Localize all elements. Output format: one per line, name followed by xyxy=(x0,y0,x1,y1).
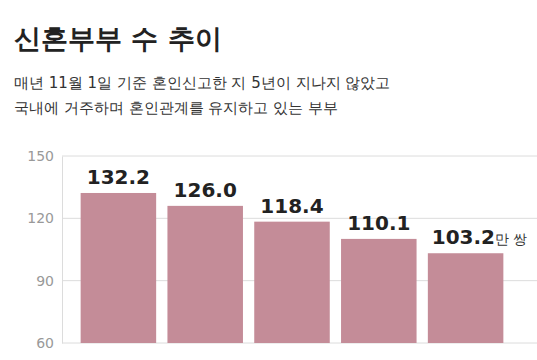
data-label-group: 103.2만 쌍 xyxy=(432,225,528,249)
data-label-group: 118.4 xyxy=(260,194,323,218)
data-label-group: 110.1 xyxy=(347,211,410,235)
axis-line xyxy=(62,157,63,344)
tick: 120 xyxy=(27,210,62,226)
tick-label: 60 xyxy=(36,335,54,351)
tick-label: 150 xyxy=(27,148,54,164)
data-label-group: 126.0 xyxy=(174,178,237,202)
data-label: 118.4 xyxy=(260,194,323,218)
subtitle: 국내에 거주하며 혼인관계를 유지하고 있는 부부 xyxy=(14,99,338,117)
title: 신혼부부 수 추이 xyxy=(14,23,222,54)
bars xyxy=(81,193,504,343)
chart: 신혼부부 수 추이매년 11월 1일 기준 혼인신고한 지 5년이 지나지 않았… xyxy=(0,0,537,360)
data-label-group: 132.2 xyxy=(87,165,150,189)
tick: 60 xyxy=(36,335,62,351)
unit: 만 쌍 xyxy=(495,231,527,247)
bar xyxy=(81,193,157,343)
y-axis: 60 90 120 150 xyxy=(27,148,62,351)
data-label: 110.1 xyxy=(347,211,410,235)
tick-label: 90 xyxy=(36,273,54,289)
tick: 150 xyxy=(27,148,62,164)
bar xyxy=(341,239,417,343)
tick: 90 xyxy=(36,273,62,289)
bar xyxy=(167,206,243,343)
data-label: 132.2 xyxy=(87,165,150,189)
bar xyxy=(428,253,504,343)
bar xyxy=(254,222,330,343)
data-labels: 132.2 126.0 118.4 110.1 103.2만 쌍 xyxy=(87,165,528,249)
subtitle: 매년 11월 1일 기준 혼인신고한 지 5년이 지나지 않았고 xyxy=(14,74,390,92)
grid-line xyxy=(62,156,537,157)
tick-label: 120 xyxy=(27,210,54,226)
data-label: 126.0 xyxy=(174,178,237,202)
data-label: 103.2 xyxy=(432,225,495,249)
